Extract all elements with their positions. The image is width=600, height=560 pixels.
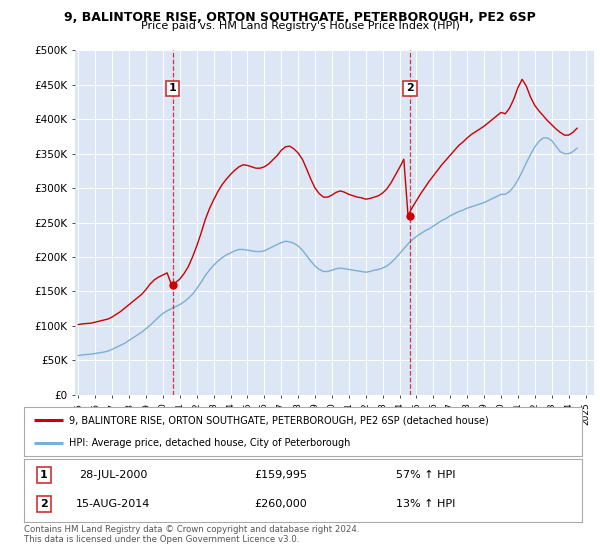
Text: 15-AUG-2014: 15-AUG-2014	[76, 500, 151, 510]
Text: 1: 1	[169, 83, 176, 94]
Text: Contains HM Land Registry data © Crown copyright and database right 2024.
This d: Contains HM Land Registry data © Crown c…	[24, 525, 359, 544]
Text: 1: 1	[40, 470, 47, 480]
Text: £260,000: £260,000	[254, 500, 307, 510]
Text: Price paid vs. HM Land Registry's House Price Index (HPI): Price paid vs. HM Land Registry's House …	[140, 21, 460, 31]
Text: HPI: Average price, detached house, City of Peterborough: HPI: Average price, detached house, City…	[68, 438, 350, 448]
Text: 2: 2	[406, 83, 414, 94]
Text: £159,995: £159,995	[254, 470, 307, 480]
Text: 2: 2	[40, 500, 47, 510]
Text: 9, BALINTORE RISE, ORTON SOUTHGATE, PETERBOROUGH, PE2 6SP: 9, BALINTORE RISE, ORTON SOUTHGATE, PETE…	[64, 11, 536, 24]
Text: 9, BALINTORE RISE, ORTON SOUTHGATE, PETERBOROUGH, PE2 6SP (detached house): 9, BALINTORE RISE, ORTON SOUTHGATE, PETE…	[68, 416, 488, 426]
Text: 28-JUL-2000: 28-JUL-2000	[79, 470, 148, 480]
Text: 57% ↑ HPI: 57% ↑ HPI	[396, 470, 455, 480]
Text: 13% ↑ HPI: 13% ↑ HPI	[396, 500, 455, 510]
